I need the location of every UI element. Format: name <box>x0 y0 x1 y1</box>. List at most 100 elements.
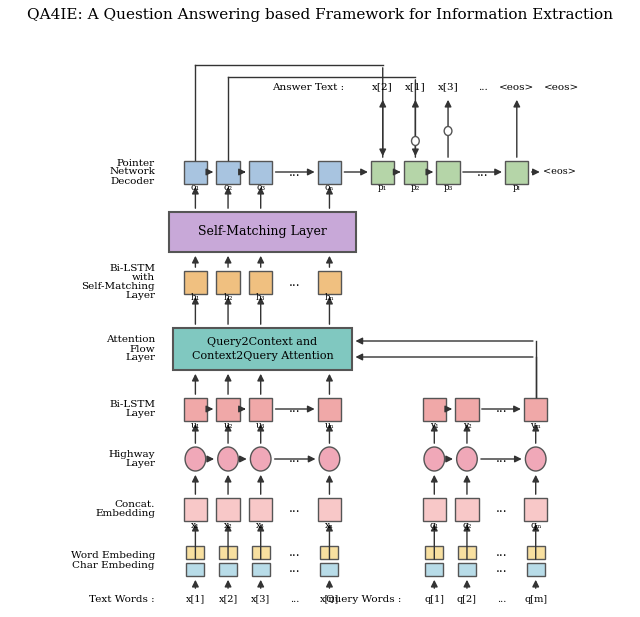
Text: ...: ... <box>289 165 301 178</box>
Text: ...: ... <box>289 276 301 289</box>
FancyBboxPatch shape <box>458 563 476 576</box>
Text: Decoder: Decoder <box>111 176 155 186</box>
Text: v₁: v₁ <box>430 421 438 429</box>
Text: ...: ... <box>495 502 507 515</box>
Text: ...: ... <box>291 595 300 603</box>
Text: u₂: u₂ <box>223 421 233 429</box>
Circle shape <box>185 447 205 471</box>
FancyBboxPatch shape <box>184 397 207 421</box>
Text: ...: ... <box>477 165 488 178</box>
Text: x[1]: x[1] <box>186 595 205 603</box>
FancyBboxPatch shape <box>318 160 341 183</box>
FancyBboxPatch shape <box>455 497 479 521</box>
Text: ...: ... <box>495 452 507 465</box>
Circle shape <box>412 136 419 146</box>
Text: with: with <box>132 273 155 282</box>
Text: q₂: q₂ <box>462 521 472 529</box>
Text: ...: ... <box>497 595 506 603</box>
Text: Flow: Flow <box>129 344 155 354</box>
FancyBboxPatch shape <box>505 160 529 183</box>
Text: QA4IE: A Question Answering based Framework for Information Extraction: QA4IE: A Question Answering based Framew… <box>27 8 613 22</box>
Text: Highway: Highway <box>109 450 155 459</box>
FancyBboxPatch shape <box>524 397 547 421</box>
Text: hₙ: hₙ <box>324 294 334 302</box>
Text: Text Words :: Text Words : <box>90 595 155 603</box>
FancyBboxPatch shape <box>524 497 547 521</box>
FancyBboxPatch shape <box>318 270 341 294</box>
FancyBboxPatch shape <box>249 160 272 183</box>
Text: u₁: u₁ <box>191 421 200 429</box>
Text: p₃: p₃ <box>444 183 452 193</box>
Text: Self-Matching: Self-Matching <box>81 282 155 291</box>
Circle shape <box>444 126 452 136</box>
Circle shape <box>319 447 340 471</box>
Text: o₁: o₁ <box>191 183 200 193</box>
Text: p₁: p₁ <box>378 183 387 193</box>
Text: x[1]: x[1] <box>405 83 426 91</box>
FancyBboxPatch shape <box>321 545 339 558</box>
FancyBboxPatch shape <box>216 270 239 294</box>
Text: ...: ... <box>477 83 487 91</box>
FancyBboxPatch shape <box>527 563 545 576</box>
Text: u₃: u₃ <box>256 421 266 429</box>
Text: ...: ... <box>289 452 301 465</box>
Circle shape <box>525 447 546 471</box>
Text: ...: ... <box>289 545 301 558</box>
FancyBboxPatch shape <box>455 397 479 421</box>
Text: ...: ... <box>495 402 507 415</box>
Text: ...: ... <box>289 563 301 576</box>
FancyBboxPatch shape <box>216 397 239 421</box>
Text: Layer: Layer <box>125 291 155 300</box>
Text: Char Embeding: Char Embeding <box>72 560 155 569</box>
FancyBboxPatch shape <box>184 497 207 521</box>
Text: h₂: h₂ <box>223 294 233 302</box>
FancyBboxPatch shape <box>249 397 272 421</box>
Text: vₘ: vₘ <box>531 421 541 429</box>
FancyBboxPatch shape <box>422 497 446 521</box>
Text: Bi-LSTM: Bi-LSTM <box>109 400 155 409</box>
Text: Query2Context and: Query2Context and <box>207 337 317 347</box>
FancyBboxPatch shape <box>371 160 394 183</box>
Text: q₁: q₁ <box>429 521 439 529</box>
Text: uₙ: uₙ <box>324 421 334 429</box>
Text: pₗ: pₗ <box>513 183 521 193</box>
Text: qₘ: qₘ <box>530 521 541 529</box>
Text: ...: ... <box>289 502 301 515</box>
FancyBboxPatch shape <box>422 397 446 421</box>
FancyBboxPatch shape <box>458 545 476 558</box>
Text: Attention: Attention <box>106 336 155 344</box>
FancyBboxPatch shape <box>184 270 207 294</box>
Text: oₙ: oₙ <box>325 183 334 193</box>
Text: Context2Query Attention: Context2Query Attention <box>191 351 333 361</box>
Text: Bi-LSTM: Bi-LSTM <box>109 264 155 273</box>
FancyBboxPatch shape <box>425 545 444 558</box>
Text: Self-Matching Layer: Self-Matching Layer <box>198 225 327 239</box>
Text: q[2]: q[2] <box>457 595 477 603</box>
Text: x₂: x₂ <box>223 521 232 529</box>
Circle shape <box>250 447 271 471</box>
FancyBboxPatch shape <box>436 160 460 183</box>
FancyBboxPatch shape <box>216 497 239 521</box>
Text: ...: ... <box>495 545 507 558</box>
FancyBboxPatch shape <box>252 545 269 558</box>
FancyBboxPatch shape <box>252 563 269 576</box>
Text: p₂: p₂ <box>411 183 420 193</box>
Text: Concat.: Concat. <box>115 500 155 509</box>
Text: xₙ: xₙ <box>325 521 334 529</box>
Text: Answer Text :: Answer Text : <box>272 83 344 91</box>
Circle shape <box>424 447 445 471</box>
Text: Layer: Layer <box>125 354 155 363</box>
Text: q[1]: q[1] <box>424 595 444 603</box>
Text: o₃: o₃ <box>256 183 265 193</box>
Text: x[3]: x[3] <box>438 83 458 91</box>
Text: <eos>: <eos> <box>499 83 534 91</box>
FancyBboxPatch shape <box>425 563 444 576</box>
FancyBboxPatch shape <box>169 212 356 252</box>
Text: Layer: Layer <box>125 459 155 468</box>
FancyBboxPatch shape <box>219 545 237 558</box>
Text: Embedding: Embedding <box>95 509 155 518</box>
FancyBboxPatch shape <box>186 563 204 576</box>
Text: ...: ... <box>289 402 301 415</box>
FancyBboxPatch shape <box>318 397 341 421</box>
Text: Layer: Layer <box>125 409 155 418</box>
